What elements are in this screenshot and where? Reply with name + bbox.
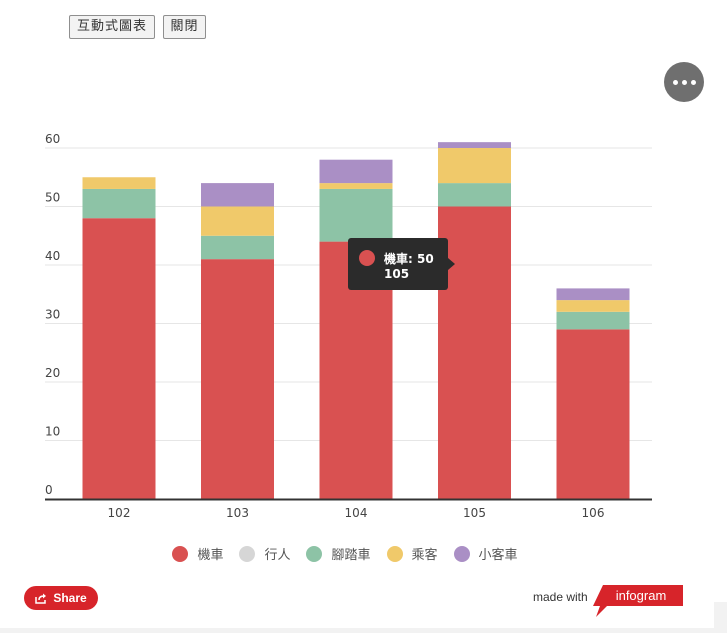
more-dot: [690, 79, 696, 85]
legend-swatch: [239, 545, 256, 562]
tooltip-pointer: [448, 258, 455, 270]
legend-swatch: [172, 545, 189, 562]
legend-label: 腳踏車: [331, 548, 371, 563]
bar-segment[interactable]: [438, 142, 511, 148]
y-tick-label: 10: [45, 425, 60, 439]
close-button[interactable]: 關閉: [163, 15, 206, 39]
more-dot: [672, 79, 678, 85]
bar-segment[interactable]: [556, 329, 630, 499]
scroll-edge: [714, 602, 727, 628]
x-tick-label: 106: [582, 506, 605, 520]
tooltip-label: 機車: 50: [384, 251, 434, 266]
tooltip-value: 105: [384, 267, 409, 281]
y-tick-label: 50: [45, 191, 60, 205]
legend-label: 機車: [197, 548, 224, 563]
bar-segment[interactable]: [82, 177, 156, 189]
bar-segment[interactable]: [438, 183, 511, 207]
tooltip-swatch: [359, 250, 375, 266]
bar-segment[interactable]: [438, 148, 511, 184]
legend-swatch: [386, 545, 403, 562]
legend-label: 小客車: [478, 548, 518, 563]
legend-item[interactable]: 小客車: [453, 544, 518, 563]
x-tick-label: 102: [108, 506, 131, 520]
infogram-logo-text: infogram: [616, 588, 667, 603]
bar-segment[interactable]: [201, 206, 274, 236]
x-tick-label: 105: [463, 506, 486, 520]
bar-segment[interactable]: [556, 288, 630, 301]
bar-segment[interactable]: [319, 188, 393, 242]
infogram-logo-shape: [593, 585, 683, 617]
share-label: Share: [53, 591, 87, 605]
bar-segment[interactable]: [556, 300, 630, 312]
bar-segment[interactable]: [82, 188, 156, 219]
bar-segment[interactable]: [82, 218, 156, 499]
legend-item[interactable]: 行人: [239, 544, 290, 563]
bar-segment[interactable]: [319, 159, 393, 184]
bar-segment[interactable]: [438, 206, 511, 500]
bar-segment[interactable]: [201, 183, 274, 207]
bar-segment[interactable]: [319, 183, 393, 189]
y-tick-label: 0: [45, 483, 53, 497]
x-tick-label: 104: [345, 506, 368, 520]
axis-layer: 102 103 104 105 106: [45, 498, 652, 520]
y-tick-label: 30: [45, 308, 60, 322]
legend-swatch: [306, 545, 323, 562]
bottom-bar: [0, 628, 727, 633]
share-button[interactable]: Share: [24, 586, 98, 610]
legend-label: 乘客: [411, 548, 438, 563]
legend-item[interactable]: 乘客: [386, 544, 438, 563]
y-tick-label: 20: [45, 366, 60, 380]
more-dot: [681, 79, 687, 85]
bars-layer: [82, 142, 630, 500]
infogram-logo[interactable]: infogram: [593, 584, 685, 618]
bar-segment[interactable]: [556, 311, 630, 330]
legend: 機車 行人 腳踏車 乘客 小客車: [0, 544, 690, 563]
legend-swatch: [453, 545, 470, 562]
x-tick-label: 103: [226, 506, 249, 520]
legend-item[interactable]: 腳踏車: [306, 544, 371, 563]
legend-label: 行人: [264, 548, 291, 563]
tooltip-box: [348, 238, 448, 290]
bar-segment[interactable]: [201, 235, 274, 260]
made-with-text: made with: [533, 590, 588, 604]
y-tick-label: 60: [45, 132, 60, 146]
more-options-button[interactable]: [664, 62, 704, 102]
interactive-chart-button[interactable]: 互動式圖表: [69, 15, 155, 39]
share-icon: [35, 593, 47, 604]
legend-item[interactable]: 機車: [172, 544, 223, 563]
y-tick-label: 40: [45, 249, 60, 263]
bar-segment[interactable]: [201, 259, 274, 499]
